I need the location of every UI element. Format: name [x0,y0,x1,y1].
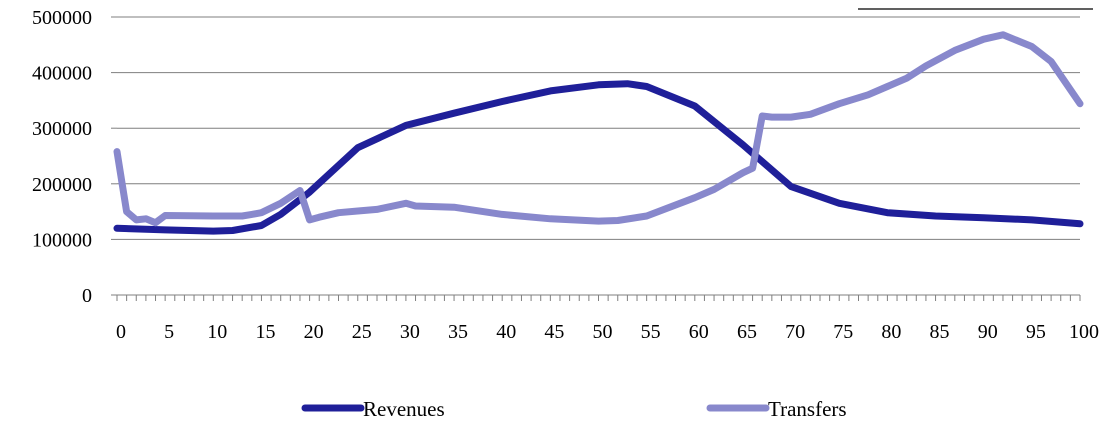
legend-item-transfers: Transfers [706,397,847,421]
x-tick-label: 50 [593,321,613,343]
x-tick-label: 55 [641,321,661,343]
x-tick-label: 80 [881,321,901,343]
y-tick-label: 200000 [32,174,92,196]
x-tick-label: 25 [352,321,372,343]
x-tick-label: 0 [116,321,126,343]
series-lines [113,31,1084,235]
legend-item-revenues: Revenues [301,397,445,421]
y-tick-label: 400000 [32,63,92,85]
x-tick-label: 75 [833,321,853,343]
x-tick-label: 65 [737,321,757,343]
x-tick-label: 40 [496,321,516,343]
x-tick-label: 30 [400,321,420,343]
legend: Revenues Transfers [301,397,847,421]
x-tick-label: 90 [978,321,998,343]
x-tick-label: 15 [255,321,275,343]
y-tick-label: 0 [82,285,92,307]
legend-label-revenues: Revenues [363,397,445,421]
x-tick-label: 100 [1069,321,1099,343]
x-tick-label: 10 [207,321,227,343]
x-tick-label: 60 [689,321,709,343]
y-axis-ticks: 0 100000 200000 300000 400000 500000 [32,7,117,307]
x-tick-label: 5 [164,321,174,343]
legend-label-transfers: Transfers [768,397,847,421]
y-tick-label: 100000 [32,229,92,251]
x-tick-label: 95 [1026,321,1046,343]
x-tick-label: 70 [785,321,805,343]
x-tick-label: 35 [448,321,468,343]
x-axis-ticks: 0 5 10 15 20 25 30 35 40 45 50 55 60 65 70 75 80 85 90 95 10… [116,295,1099,343]
x-tick-label: 45 [544,321,564,343]
series-line-transfers [113,31,1084,227]
x-tick-label: 85 [930,321,950,343]
series-line-revenues [113,80,1084,235]
y-tick-label: 300000 [32,118,92,140]
gridlines [117,16,1080,240]
y-tick-label: 500000 [32,7,92,29]
x-tick-label: 20 [304,321,324,343]
